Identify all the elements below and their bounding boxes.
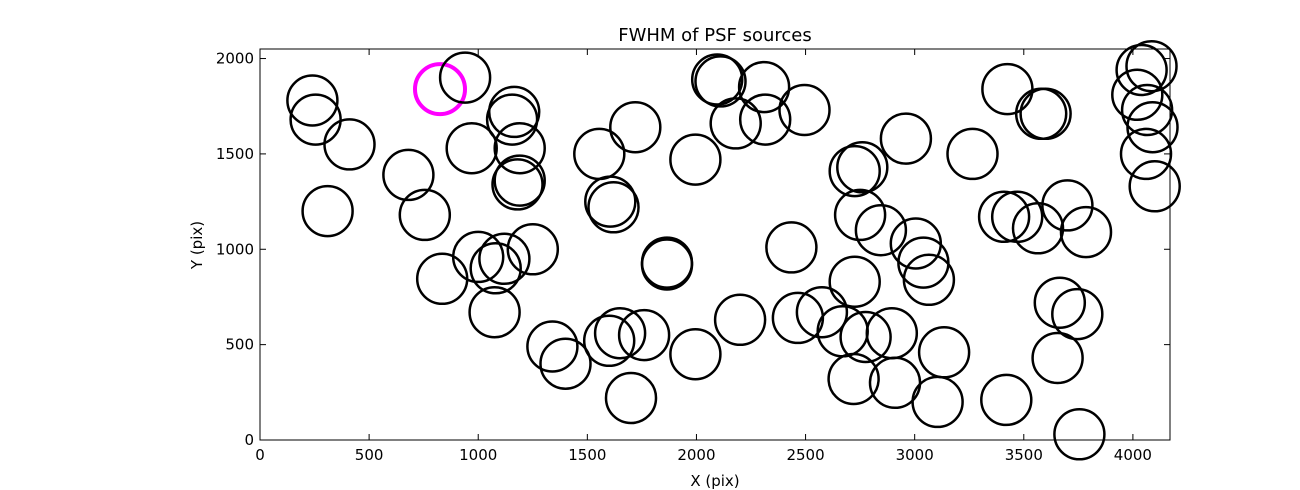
source-marker: [286, 74, 339, 127]
source-marker: [778, 83, 831, 137]
y-tick-label: 500: [225, 336, 254, 354]
source-marker: [506, 223, 560, 276]
source-marker: [1126, 100, 1179, 154]
source-marker: [1011, 202, 1065, 255]
source-marker: [469, 242, 522, 295]
source-marker: [690, 53, 744, 106]
source-marker: [301, 184, 354, 238]
source-marker: [1120, 83, 1174, 137]
source-marker: [1111, 68, 1164, 122]
x-tick-label: 2500: [786, 446, 824, 464]
source-marker: [828, 144, 881, 198]
x-tick-label: 500: [355, 446, 384, 464]
source-marker: [1053, 408, 1106, 461]
source-marker: [902, 253, 956, 307]
source-marker: [1019, 87, 1072, 141]
source-marker: [828, 255, 881, 308]
source-marker: [487, 85, 541, 139]
source-marker: [694, 55, 747, 108]
x-tick-label: 4000: [1114, 446, 1152, 464]
source-marker: [738, 93, 792, 146]
source-marker: [1041, 179, 1094, 232]
source-marker: [917, 326, 971, 379]
source-marker: [765, 221, 818, 274]
y-axis-label: Y (pix): [188, 221, 206, 270]
y-tick-label: 1000: [216, 240, 254, 258]
source-marker: [415, 252, 469, 306]
source-marker: [478, 232, 531, 286]
chart-title: FWHM of PSF sources: [618, 25, 812, 46]
highlighted-source-marker: [413, 62, 467, 117]
y-tick-label: 1500: [216, 145, 254, 163]
x-tick-label: 2000: [677, 446, 715, 464]
source-marker: [836, 141, 889, 194]
x-tick-label: 1000: [459, 446, 497, 464]
source-marker: [445, 121, 498, 175]
source-marker: [879, 112, 933, 165]
x-tick-label: 1500: [568, 446, 606, 464]
source-marker: [709, 97, 762, 150]
source-marker: [491, 158, 544, 211]
source-marker: [827, 352, 880, 406]
y-axis-ticks: 0 500 1000 1500 2000: [216, 50, 1170, 449]
source-marker: [1033, 276, 1087, 329]
x-tick-label: 3000: [896, 446, 934, 464]
source-marker: [451, 230, 505, 284]
x-tick-label: 0: [255, 446, 265, 464]
source-marker: [582, 314, 636, 368]
source-marker: [897, 236, 950, 289]
source-marker: [573, 127, 626, 181]
source-marker: [493, 154, 546, 207]
source-marker: [1031, 331, 1084, 385]
source-marker: [839, 310, 892, 364]
x-tick-label: 3500: [1005, 446, 1043, 464]
source-marker: [604, 371, 658, 425]
y-tick-label: 0: [244, 431, 254, 449]
source-marker: [382, 148, 435, 202]
source-marker: [1059, 205, 1113, 259]
source-marker: [1051, 287, 1104, 341]
source-marker: [584, 175, 637, 228]
source-marker: [713, 293, 767, 347]
source-marker: [1128, 160, 1181, 213]
source-marker: [1119, 127, 1173, 181]
x-axis-label: X (pix): [690, 472, 739, 490]
source-marker: [981, 62, 1034, 116]
source-marker: [539, 337, 592, 390]
source-marker: [669, 327, 722, 381]
source-marker: [1115, 43, 1168, 97]
source-marker: [640, 236, 694, 289]
source-marker: [398, 188, 452, 242]
source-marker: [593, 306, 647, 360]
source-marker: [669, 133, 722, 186]
plot-frame: [259, 48, 1171, 441]
source-marker: [1014, 87, 1068, 141]
source-marker: [977, 190, 1031, 244]
source-marker: [468, 285, 521, 339]
source-marker: [1125, 39, 1178, 93]
source-marker: [737, 60, 791, 114]
source-marker: [980, 373, 1033, 427]
source-marker: [617, 308, 671, 362]
source-marker: [854, 203, 908, 257]
plot-marks: [286, 39, 1181, 461]
source-marker: [493, 121, 546, 175]
source-marker: [833, 188, 887, 242]
source-marker: [609, 100, 662, 154]
source-marker: [795, 285, 849, 339]
source-marker: [911, 375, 964, 429]
source-marker: [526, 320, 579, 373]
source-marker: [946, 127, 999, 181]
source-marker: [438, 51, 492, 104]
source-marker: [323, 118, 376, 171]
source-marker: [587, 181, 640, 234]
y-tick-label: 2000: [216, 50, 254, 68]
source-marker: [289, 93, 342, 146]
source-marker: [865, 306, 919, 360]
x-axis-ticks: 0 500 1000 1500 2000 2500 3000 3500 4000: [255, 49, 1152, 464]
